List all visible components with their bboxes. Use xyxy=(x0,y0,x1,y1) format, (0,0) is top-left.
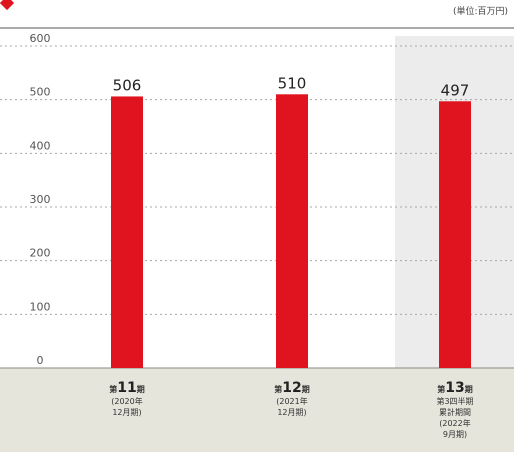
bar xyxy=(276,94,308,369)
title-marker xyxy=(0,0,15,11)
y-tick-label: 500 xyxy=(30,86,51,99)
category-sublabel: 12月期) xyxy=(112,408,141,417)
category-sublabel: 第3四半期 xyxy=(436,396,473,406)
bar-value-label: 506 xyxy=(113,76,142,94)
y-tick-label: 600 xyxy=(30,32,51,45)
category-label: 第12期 xyxy=(274,380,309,396)
category-footer-band xyxy=(0,368,514,452)
y-tick-label: 100 xyxy=(30,300,51,313)
unit-label: (単位:百万円) xyxy=(453,5,508,17)
bar-value-label: 497 xyxy=(441,81,470,99)
category-sublabel: 9月期) xyxy=(443,430,467,439)
bar xyxy=(111,96,143,369)
y-tick-label: 0 xyxy=(37,354,44,367)
category-sublabel: 累計期間 xyxy=(439,407,471,417)
bar-value-label: 510 xyxy=(278,74,307,92)
y-tick-label: 200 xyxy=(30,247,51,260)
category-label: 第11期 xyxy=(109,380,144,396)
category-sublabel: (2021年 xyxy=(276,396,307,406)
bar xyxy=(439,101,471,368)
y-tick-label: 400 xyxy=(30,139,51,152)
category-sublabel: 12月期) xyxy=(277,408,306,417)
y-tick-label: 300 xyxy=(30,193,51,206)
category-label: 第13期 xyxy=(437,380,472,396)
category-sublabel: (2022年 xyxy=(439,418,470,428)
category-sublabel: (2020年 xyxy=(111,396,142,406)
